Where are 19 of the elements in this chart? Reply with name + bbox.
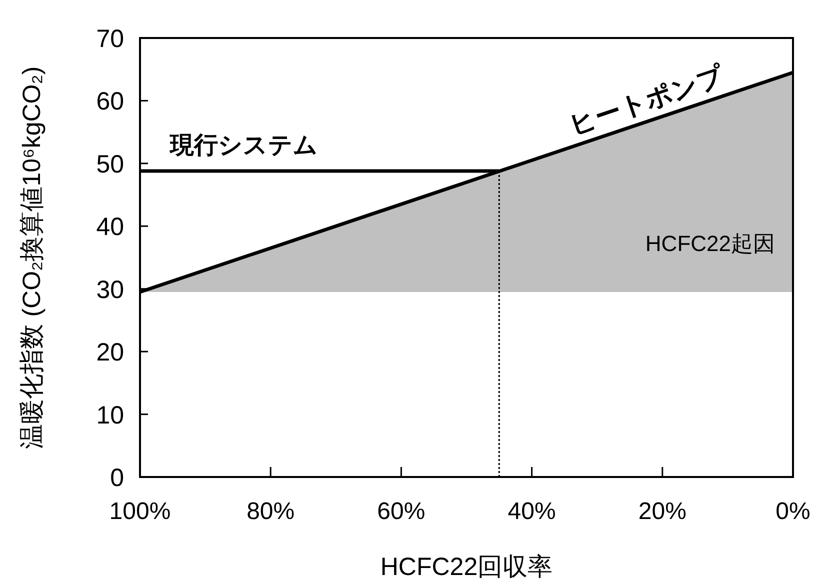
x-tick-label: 40% — [508, 498, 556, 525]
annotation: HCFC22起因 — [645, 231, 775, 256]
y-axis-title: 温暖化指数 (CO₂換算値10⁶kgCO₂) — [18, 66, 46, 449]
y-tick-label: 0 — [110, 464, 124, 492]
y-tick-label: 50 — [96, 150, 124, 178]
x-tick-label: 60% — [377, 498, 426, 525]
x-tick-label: 20% — [638, 498, 686, 525]
x-tick-label: 0% — [776, 498, 810, 525]
x-tick-label: 80% — [246, 498, 295, 525]
y-tick-label: 60 — [96, 88, 124, 116]
y-tick-label: 10 — [96, 401, 124, 430]
series-label: 現行システム — [169, 132, 318, 159]
y-tick-label: 70 — [96, 25, 124, 53]
text: ヒートポンプ — [565, 60, 729, 140]
x-axis-title: HCFC22回収率 — [380, 553, 553, 581]
y-tick-label: 20 — [96, 338, 124, 367]
x-tick-label: 100% — [109, 498, 171, 525]
y-tick-label: 40 — [96, 213, 124, 242]
y-tick-label: 30 — [96, 276, 124, 304]
